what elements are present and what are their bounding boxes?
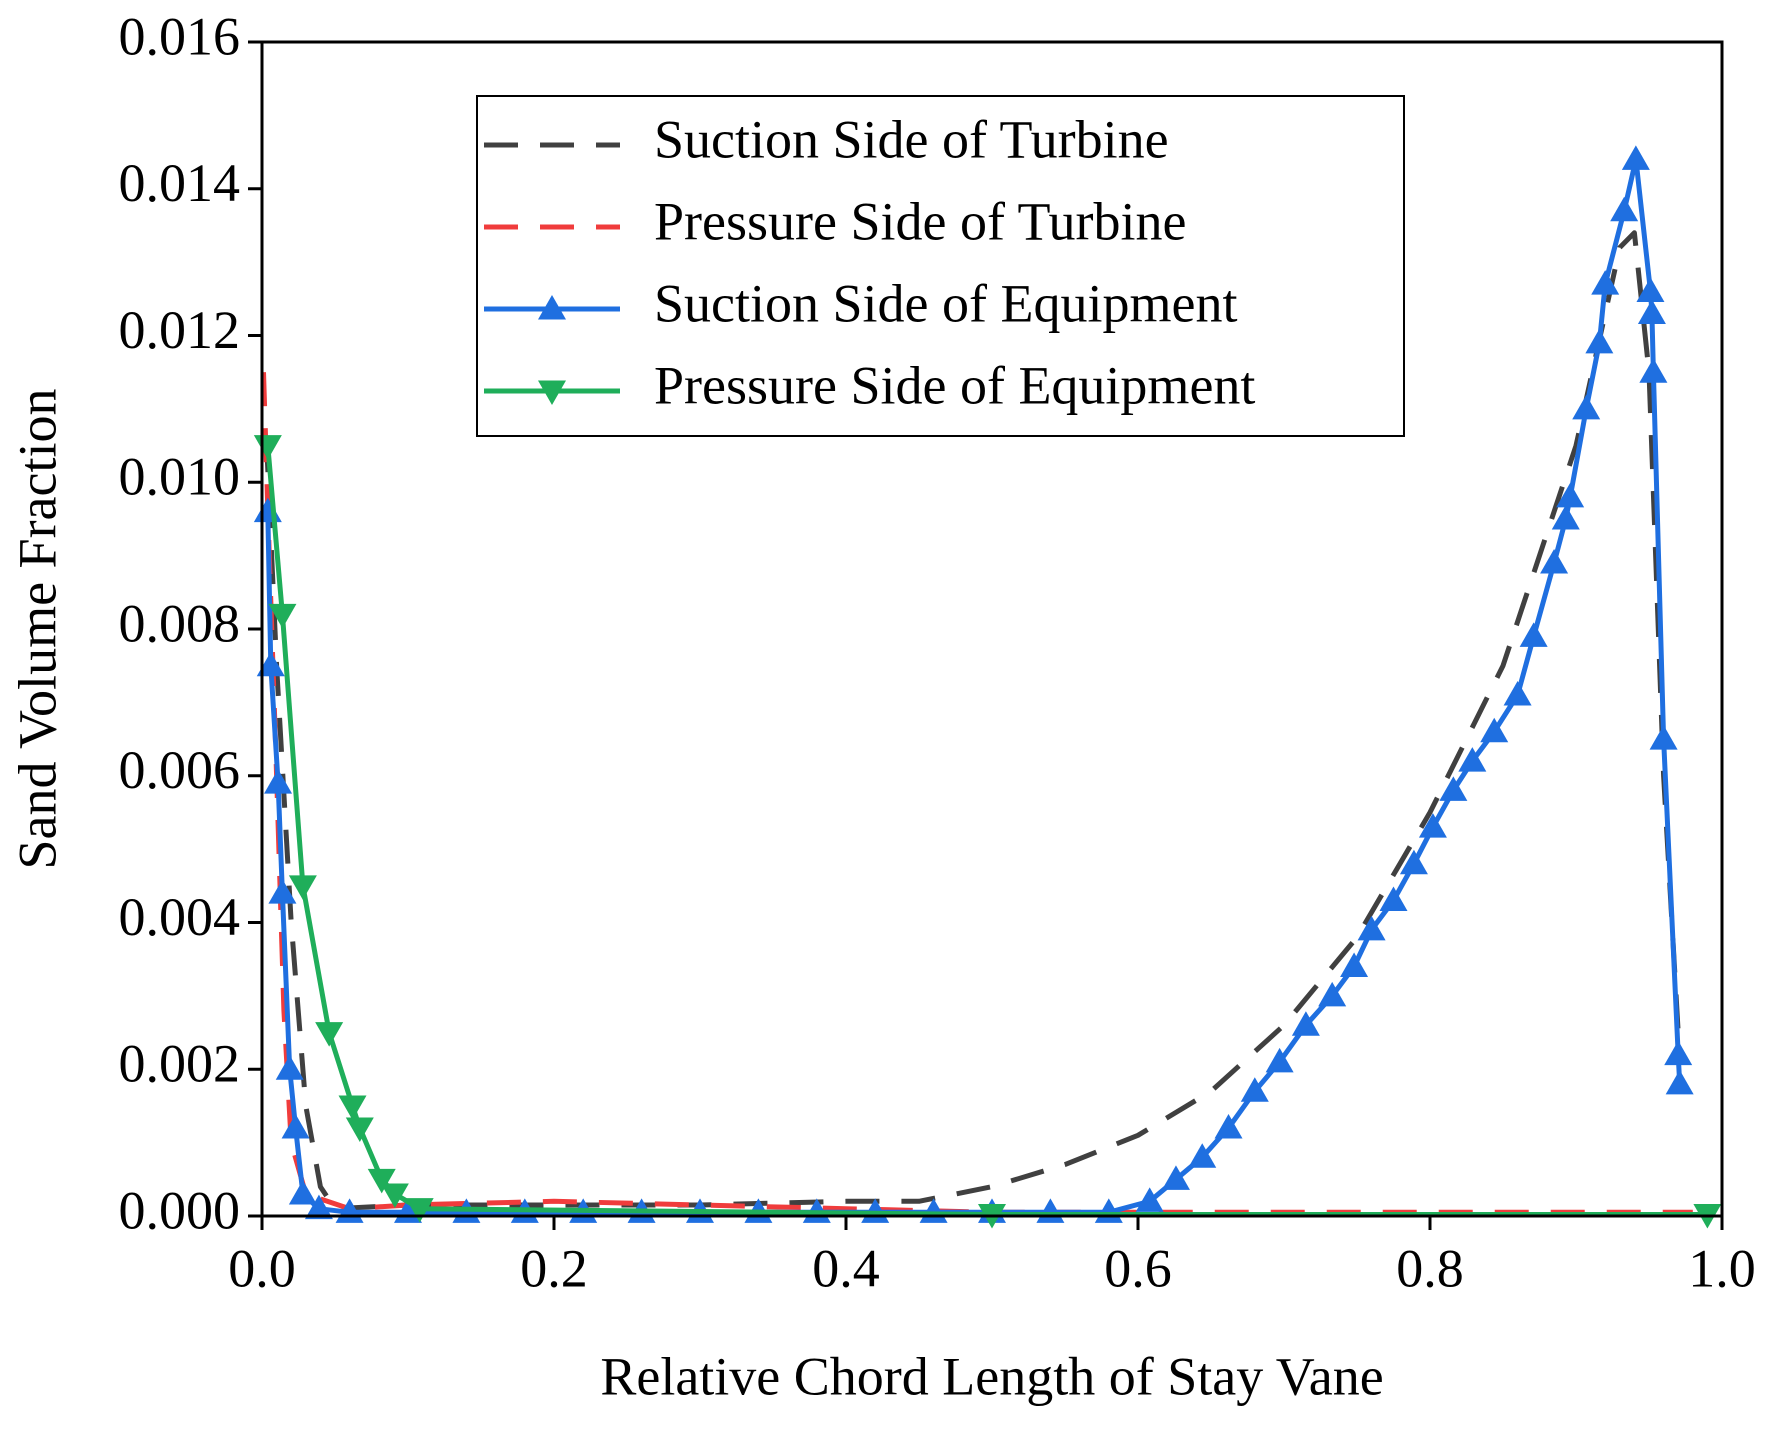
- marker: [1503, 681, 1532, 706]
- marker: [1161, 1165, 1190, 1190]
- legend-box: [476, 95, 1405, 437]
- marker: [1636, 277, 1665, 302]
- marker: [264, 769, 293, 794]
- marker: [1418, 813, 1447, 838]
- marker: [1291, 1011, 1320, 1036]
- marker: [315, 1022, 344, 1047]
- marker: [1585, 328, 1614, 354]
- y-tick-label: 0.014: [119, 153, 241, 213]
- marker: [1637, 299, 1666, 324]
- marker: [1551, 504, 1580, 530]
- x-axis-label: Relative Chord Length of Stay Vane: [600, 1346, 1383, 1406]
- marker: [1379, 886, 1408, 911]
- marker: [1556, 482, 1585, 508]
- y-tick-label: 0.008: [119, 593, 241, 653]
- marker: [1649, 725, 1678, 750]
- marker: [268, 879, 297, 904]
- x-tick-label: 0.2: [520, 1238, 588, 1298]
- marker: [1135, 1187, 1164, 1212]
- marker: [1665, 1069, 1694, 1095]
- y-axis-label: Sand Volume Fraction: [7, 389, 67, 870]
- marker: [1540, 548, 1569, 574]
- marker: [288, 1179, 317, 1205]
- marker: [367, 1168, 396, 1194]
- y-tick-label: 0.006: [119, 740, 241, 800]
- marker: [1591, 270, 1620, 295]
- marker: [275, 1055, 304, 1080]
- legend-marker: [538, 380, 566, 405]
- marker: [1214, 1113, 1243, 1139]
- marker: [1357, 915, 1386, 941]
- marker: [1664, 1040, 1693, 1066]
- marker: [1318, 981, 1347, 1007]
- legend-marker: [538, 295, 566, 320]
- series-line: [261, 372, 1693, 1215]
- legend-label: Suction Side of Equipment: [654, 273, 1237, 333]
- marker: [1621, 145, 1650, 170]
- legend-label: Pressure Side of Turbine: [654, 191, 1187, 251]
- marker: [1188, 1143, 1217, 1168]
- marker: [345, 1117, 374, 1142]
- marker: [1340, 952, 1369, 978]
- plot-frame: [260, 40, 1724, 1218]
- x-tick-label: 1.0: [1688, 1238, 1756, 1298]
- x-tick-label: 0.6: [1104, 1238, 1172, 1298]
- x-tick-label: 0.0: [228, 1238, 296, 1298]
- y-tick-label: 0.016: [119, 6, 241, 66]
- marker: [1639, 358, 1668, 383]
- marker: [268, 603, 297, 629]
- y-tick-label: 0.004: [119, 887, 241, 947]
- marker: [1399, 849, 1428, 875]
- marker: [1265, 1047, 1294, 1073]
- marker: [253, 497, 282, 523]
- series-line: [265, 445, 1708, 1217]
- marker: [1458, 747, 1487, 772]
- series-line: [263, 230, 1681, 1212]
- y-tick-label: 0.000: [119, 1180, 241, 1240]
- marker: [1480, 717, 1509, 743]
- marker: [405, 1198, 434, 1223]
- marker: [1572, 394, 1601, 420]
- x-tick-label: 0.8: [1396, 1238, 1464, 1298]
- marker: [338, 1095, 367, 1120]
- y-tick-label: 0.012: [119, 300, 241, 360]
- marker: [281, 1113, 310, 1139]
- marker: [1439, 776, 1468, 801]
- marker: [380, 1183, 409, 1208]
- x-tick-label: 0.4: [812, 1238, 880, 1298]
- marker: [288, 875, 317, 900]
- marker: [1610, 196, 1639, 222]
- y-tick-label: 0.002: [119, 1034, 241, 1094]
- marker: [256, 651, 285, 677]
- marker: [253, 435, 282, 460]
- legend-label: Pressure Side of Equipment: [654, 355, 1255, 415]
- marker: [1519, 622, 1548, 647]
- legend-label: Suction Side of Turbine: [654, 109, 1169, 169]
- y-tick-label: 0.010: [119, 447, 241, 507]
- marker: [1240, 1077, 1269, 1102]
- marker: [304, 1194, 333, 1220]
